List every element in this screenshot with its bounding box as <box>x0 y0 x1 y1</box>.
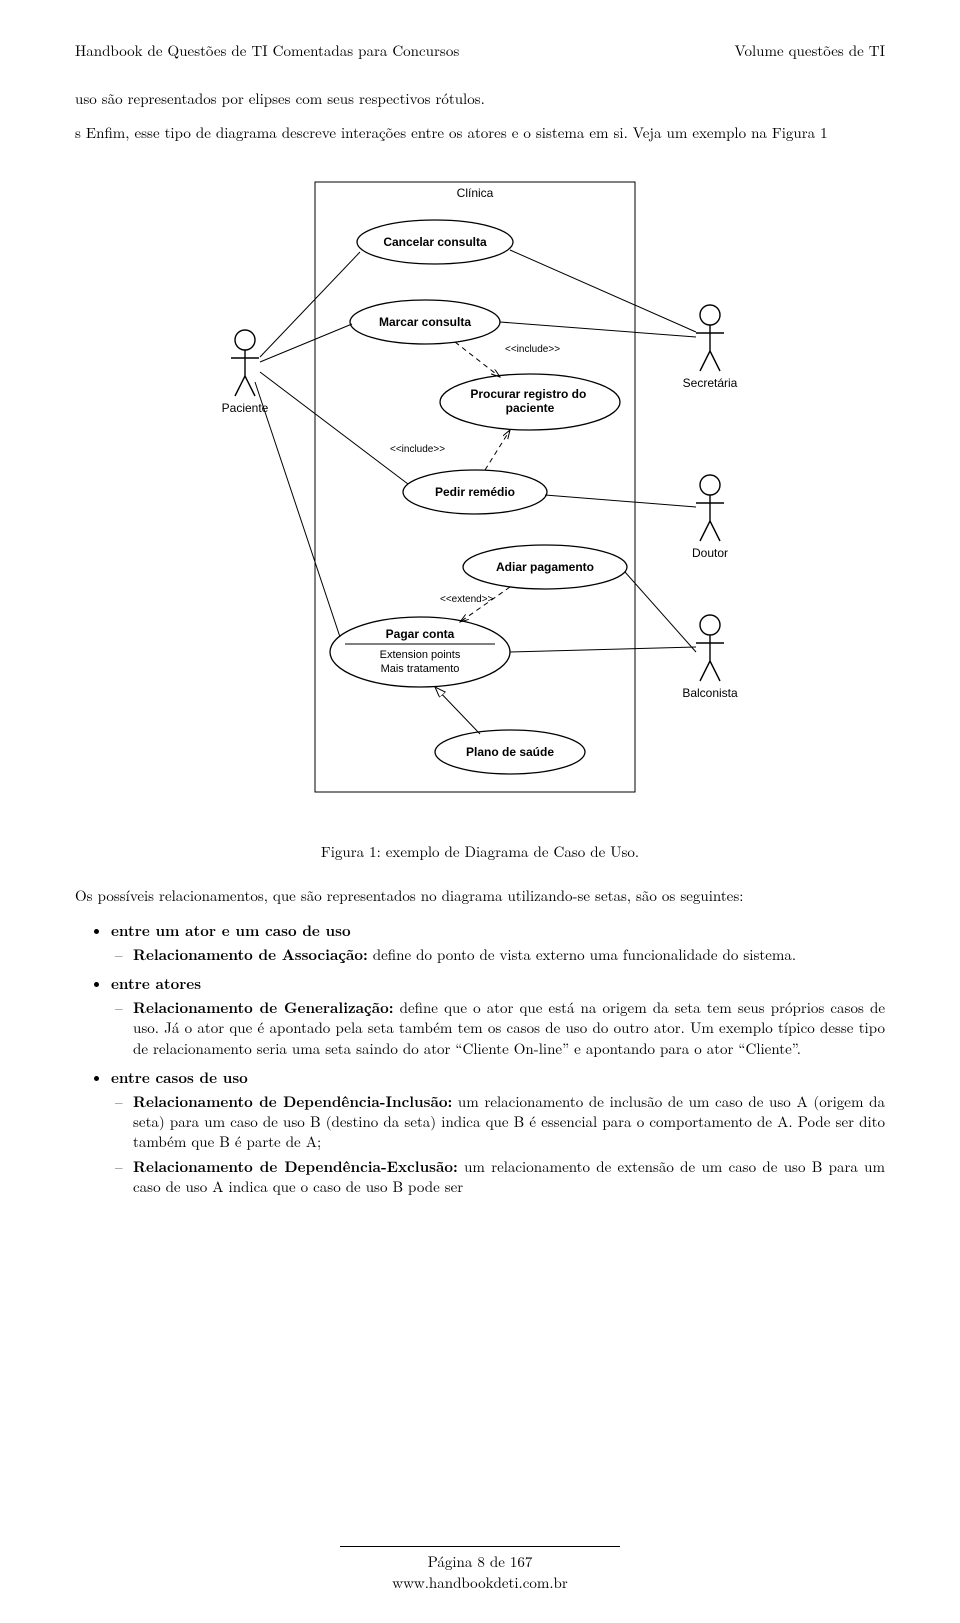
list-item-actor-usecase: entre um ator e um caso de uso Relaciona… <box>111 920 885 965</box>
uc-plano: Plano de saúde <box>435 730 585 774</box>
uc-pagar: Pagar conta Extension points Mais tratam… <box>330 617 510 687</box>
assoc-paciente-pedir <box>260 372 408 484</box>
list-head-2: entre atores <box>111 973 201 994</box>
uc-marcar: Marcar consulta <box>350 300 500 344</box>
relationship-list: entre um ator e um caso de uso Relaciona… <box>75 920 885 1197</box>
svg-text:Mais tratamento: Mais tratamento <box>381 663 460 675</box>
list-sub-assoc: Relacionamento de Associação: define do … <box>133 945 885 965</box>
assoc-secretaria-cancelar <box>510 250 696 332</box>
footer-rule <box>340 1546 620 1547</box>
assoc-balconista-pagar <box>510 647 696 652</box>
list-head-1: entre um ator e um caso de uso <box>111 920 351 941</box>
actor-doutor: Doutor <box>692 475 728 560</box>
system-label: Clínica <box>457 186 494 200</box>
uc-pedir: Pedir remédio <box>403 470 547 514</box>
page-header: Handbook de Questões de TI Comentadas pa… <box>75 40 885 61</box>
strong-incl: Relacionamento de Dependência-Inclusão: <box>133 1091 452 1112</box>
actor-balconista-label: Balconista <box>682 686 738 700</box>
svg-text:Adiar pagamento: Adiar pagamento <box>496 560 594 574</box>
figure-caption: Figura 1: exemplo de Diagrama de Caso de… <box>75 841 885 862</box>
usecase-diagram: Clínica Paciente Secretária <box>200 172 760 812</box>
figure-wrap: Clínica Paciente Secretária <box>75 172 885 817</box>
actor-secretaria: Secretária <box>683 305 738 390</box>
strong-assoc: Relacionamento de Associação: <box>133 944 368 965</box>
assoc-secretaria-marcar <box>500 322 696 337</box>
after-figure-para: Os possíveis relacionamentos, que são re… <box>75 886 885 906</box>
assoc-doutor-pedir <box>545 495 696 507</box>
paragraph-1: uso são representados por elipses com se… <box>75 89 885 109</box>
svg-text:Pagar conta: Pagar conta <box>386 627 455 641</box>
uc-procurar: Procurar registro do paciente <box>440 374 620 430</box>
paragraph-2: s Enfim, esse tipo de diagrama descreve … <box>75 123 885 143</box>
svg-text:Marcar consulta: Marcar consulta <box>379 315 471 329</box>
svg-text:Pedir remédio: Pedir remédio <box>435 485 515 499</box>
generalization-plano-pagar <box>435 687 480 734</box>
svg-text:Extension points: Extension points <box>380 649 461 661</box>
rest-assoc: define do ponto de vista externo uma fun… <box>368 944 796 965</box>
stereotype-include-2: <<include>> <box>390 444 445 455</box>
actor-balconista: Balconista <box>682 615 738 700</box>
list-item-usecases: entre casos de uso Relacionamento de Dep… <box>111 1067 885 1197</box>
actor-doutor-label: Doutor <box>692 546 728 560</box>
list-sub-gen: Relacionamento de Generalização: define … <box>133 998 885 1059</box>
strong-gen: Relacionamento de Generalização: <box>133 997 394 1018</box>
page-footer: Página 8 de 167 www.handbookdeti.com.br <box>0 1546 960 1593</box>
include-pedir-procurar <box>485 430 510 470</box>
uc-adiar: Adiar pagamento <box>463 545 627 589</box>
list-sub-incl: Relacionamento de Dependência-Inclusão: … <box>133 1092 885 1153</box>
assoc-paciente-pagar <box>255 382 340 637</box>
page: Handbook de Questões de TI Comentadas pa… <box>0 0 960 1623</box>
footer-page: Página 8 de 167 <box>0 1551 960 1572</box>
svg-text:Cancelar consulta: Cancelar consulta <box>383 235 487 249</box>
stereotype-extend: <<extend>> <box>440 594 494 605</box>
list-item-actors: entre atores Relacionamento de Generaliz… <box>111 973 885 1059</box>
header-left: Handbook de Questões de TI Comentadas pa… <box>75 40 459 61</box>
svg-text:Plano de saúde: Plano de saúde <box>466 745 554 759</box>
actor-secretaria-label: Secretária <box>683 376 738 390</box>
uc-cancelar: Cancelar consulta <box>357 220 513 264</box>
assoc-balconista-adiar <box>625 572 696 652</box>
strong-excl: Relacionamento de Dependência-Exclusão: <box>133 1156 458 1177</box>
footer-url: www.handbookdeti.com.br <box>0 1572 960 1593</box>
list-head-3: entre casos de uso <box>111 1067 248 1088</box>
header-right: Volume questões de TI <box>734 40 885 61</box>
list-sub-excl: Relacionamento de Dependência-Exclusão: … <box>133 1157 885 1198</box>
stereotype-include-1: <<include>> <box>505 344 560 355</box>
include-marcar-procurar <box>455 342 500 377</box>
